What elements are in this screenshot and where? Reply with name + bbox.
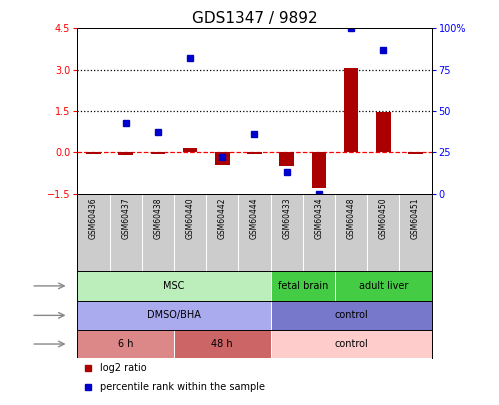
Text: GSM60440: GSM60440: [186, 198, 195, 239]
Bar: [247, 152, 262, 153]
Bar: [408, 152, 423, 153]
Bar: [151, 152, 165, 153]
Text: DMSO/BHA: DMSO/BHA: [147, 310, 201, 320]
Bar: [174, 330, 270, 358]
Text: GSM60438: GSM60438: [153, 198, 162, 239]
Text: percentile rank within the sample: percentile rank within the sample: [100, 382, 265, 392]
Text: GSM60442: GSM60442: [218, 198, 227, 239]
Bar: [77, 301, 270, 330]
Text: MSC: MSC: [163, 281, 185, 291]
Text: GSM60451: GSM60451: [411, 198, 420, 239]
Text: 6 h: 6 h: [118, 339, 133, 349]
Bar: [77, 271, 270, 301]
Bar: [335, 271, 432, 301]
Text: adult liver: adult liver: [359, 281, 408, 291]
Bar: [376, 112, 391, 152]
Bar: [279, 152, 294, 166]
Bar: [312, 152, 326, 188]
Bar: [215, 152, 230, 165]
Bar: [86, 152, 101, 153]
Bar: [77, 330, 174, 358]
Bar: [183, 148, 197, 152]
Text: fetal brain: fetal brain: [277, 281, 328, 291]
Bar: [270, 330, 432, 358]
Bar: [344, 68, 358, 152]
Text: GSM60448: GSM60448: [347, 198, 356, 239]
Text: control: control: [334, 339, 368, 349]
Text: 48 h: 48 h: [212, 339, 233, 349]
Text: GSM60437: GSM60437: [121, 198, 130, 239]
Text: control: control: [334, 310, 368, 320]
Bar: [270, 271, 335, 301]
Text: GSM60450: GSM60450: [379, 198, 388, 239]
Text: GSM60433: GSM60433: [282, 198, 291, 239]
Text: GSM60436: GSM60436: [89, 198, 98, 239]
Bar: [118, 152, 133, 154]
Text: GSM60434: GSM60434: [314, 198, 323, 239]
Text: log2 ratio: log2 ratio: [100, 363, 147, 373]
Title: GDS1347 / 9892: GDS1347 / 9892: [192, 11, 317, 26]
Text: GSM60444: GSM60444: [250, 198, 259, 239]
Bar: [270, 301, 432, 330]
